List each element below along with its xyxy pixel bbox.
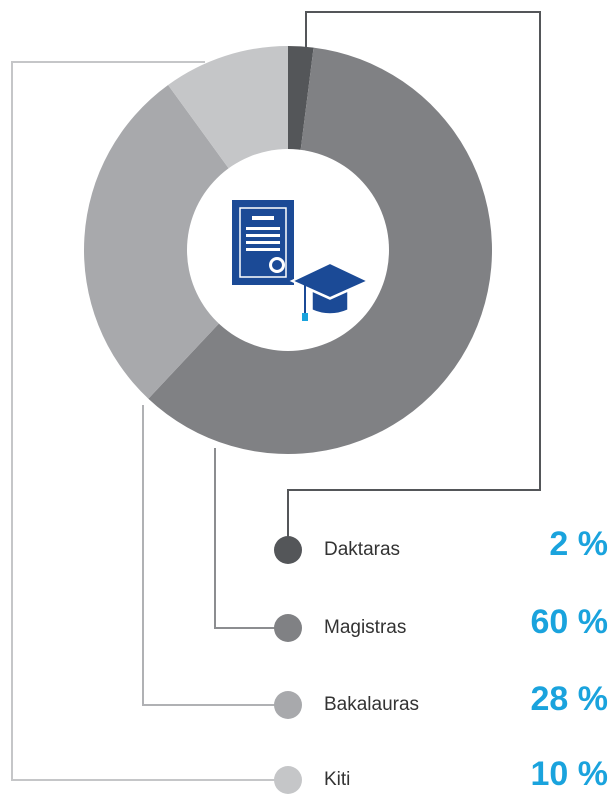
legend: Daktaras 2 % Magistras 60 % Bakalauras 28 % Ki…	[274, 525, 608, 794]
legend-marker	[274, 766, 302, 794]
legend-label: Kiti	[324, 769, 350, 790]
connectors	[11, 11, 541, 781]
value-label: 60 %	[531, 603, 609, 641]
legend-marker	[274, 691, 302, 719]
legend-label: Magistras	[324, 617, 406, 638]
connector	[11, 61, 280, 781]
donut-slice	[148, 47, 492, 454]
donut-slice	[288, 46, 314, 151]
legend-label: Bakalauras	[324, 694, 419, 715]
connector	[214, 448, 280, 629]
legend-marker	[274, 536, 302, 564]
value-label: 10 %	[531, 755, 609, 793]
value-label: 2 %	[549, 525, 608, 563]
value-label: 28 %	[531, 680, 609, 718]
legend-marker	[274, 614, 302, 642]
donut-slice	[83, 84, 230, 399]
connector	[287, 11, 541, 540]
connector	[142, 405, 280, 706]
donut-slice	[168, 46, 288, 170]
donut	[83, 46, 492, 454]
icon	[232, 200, 371, 321]
legend-label: Daktaras	[324, 539, 400, 560]
